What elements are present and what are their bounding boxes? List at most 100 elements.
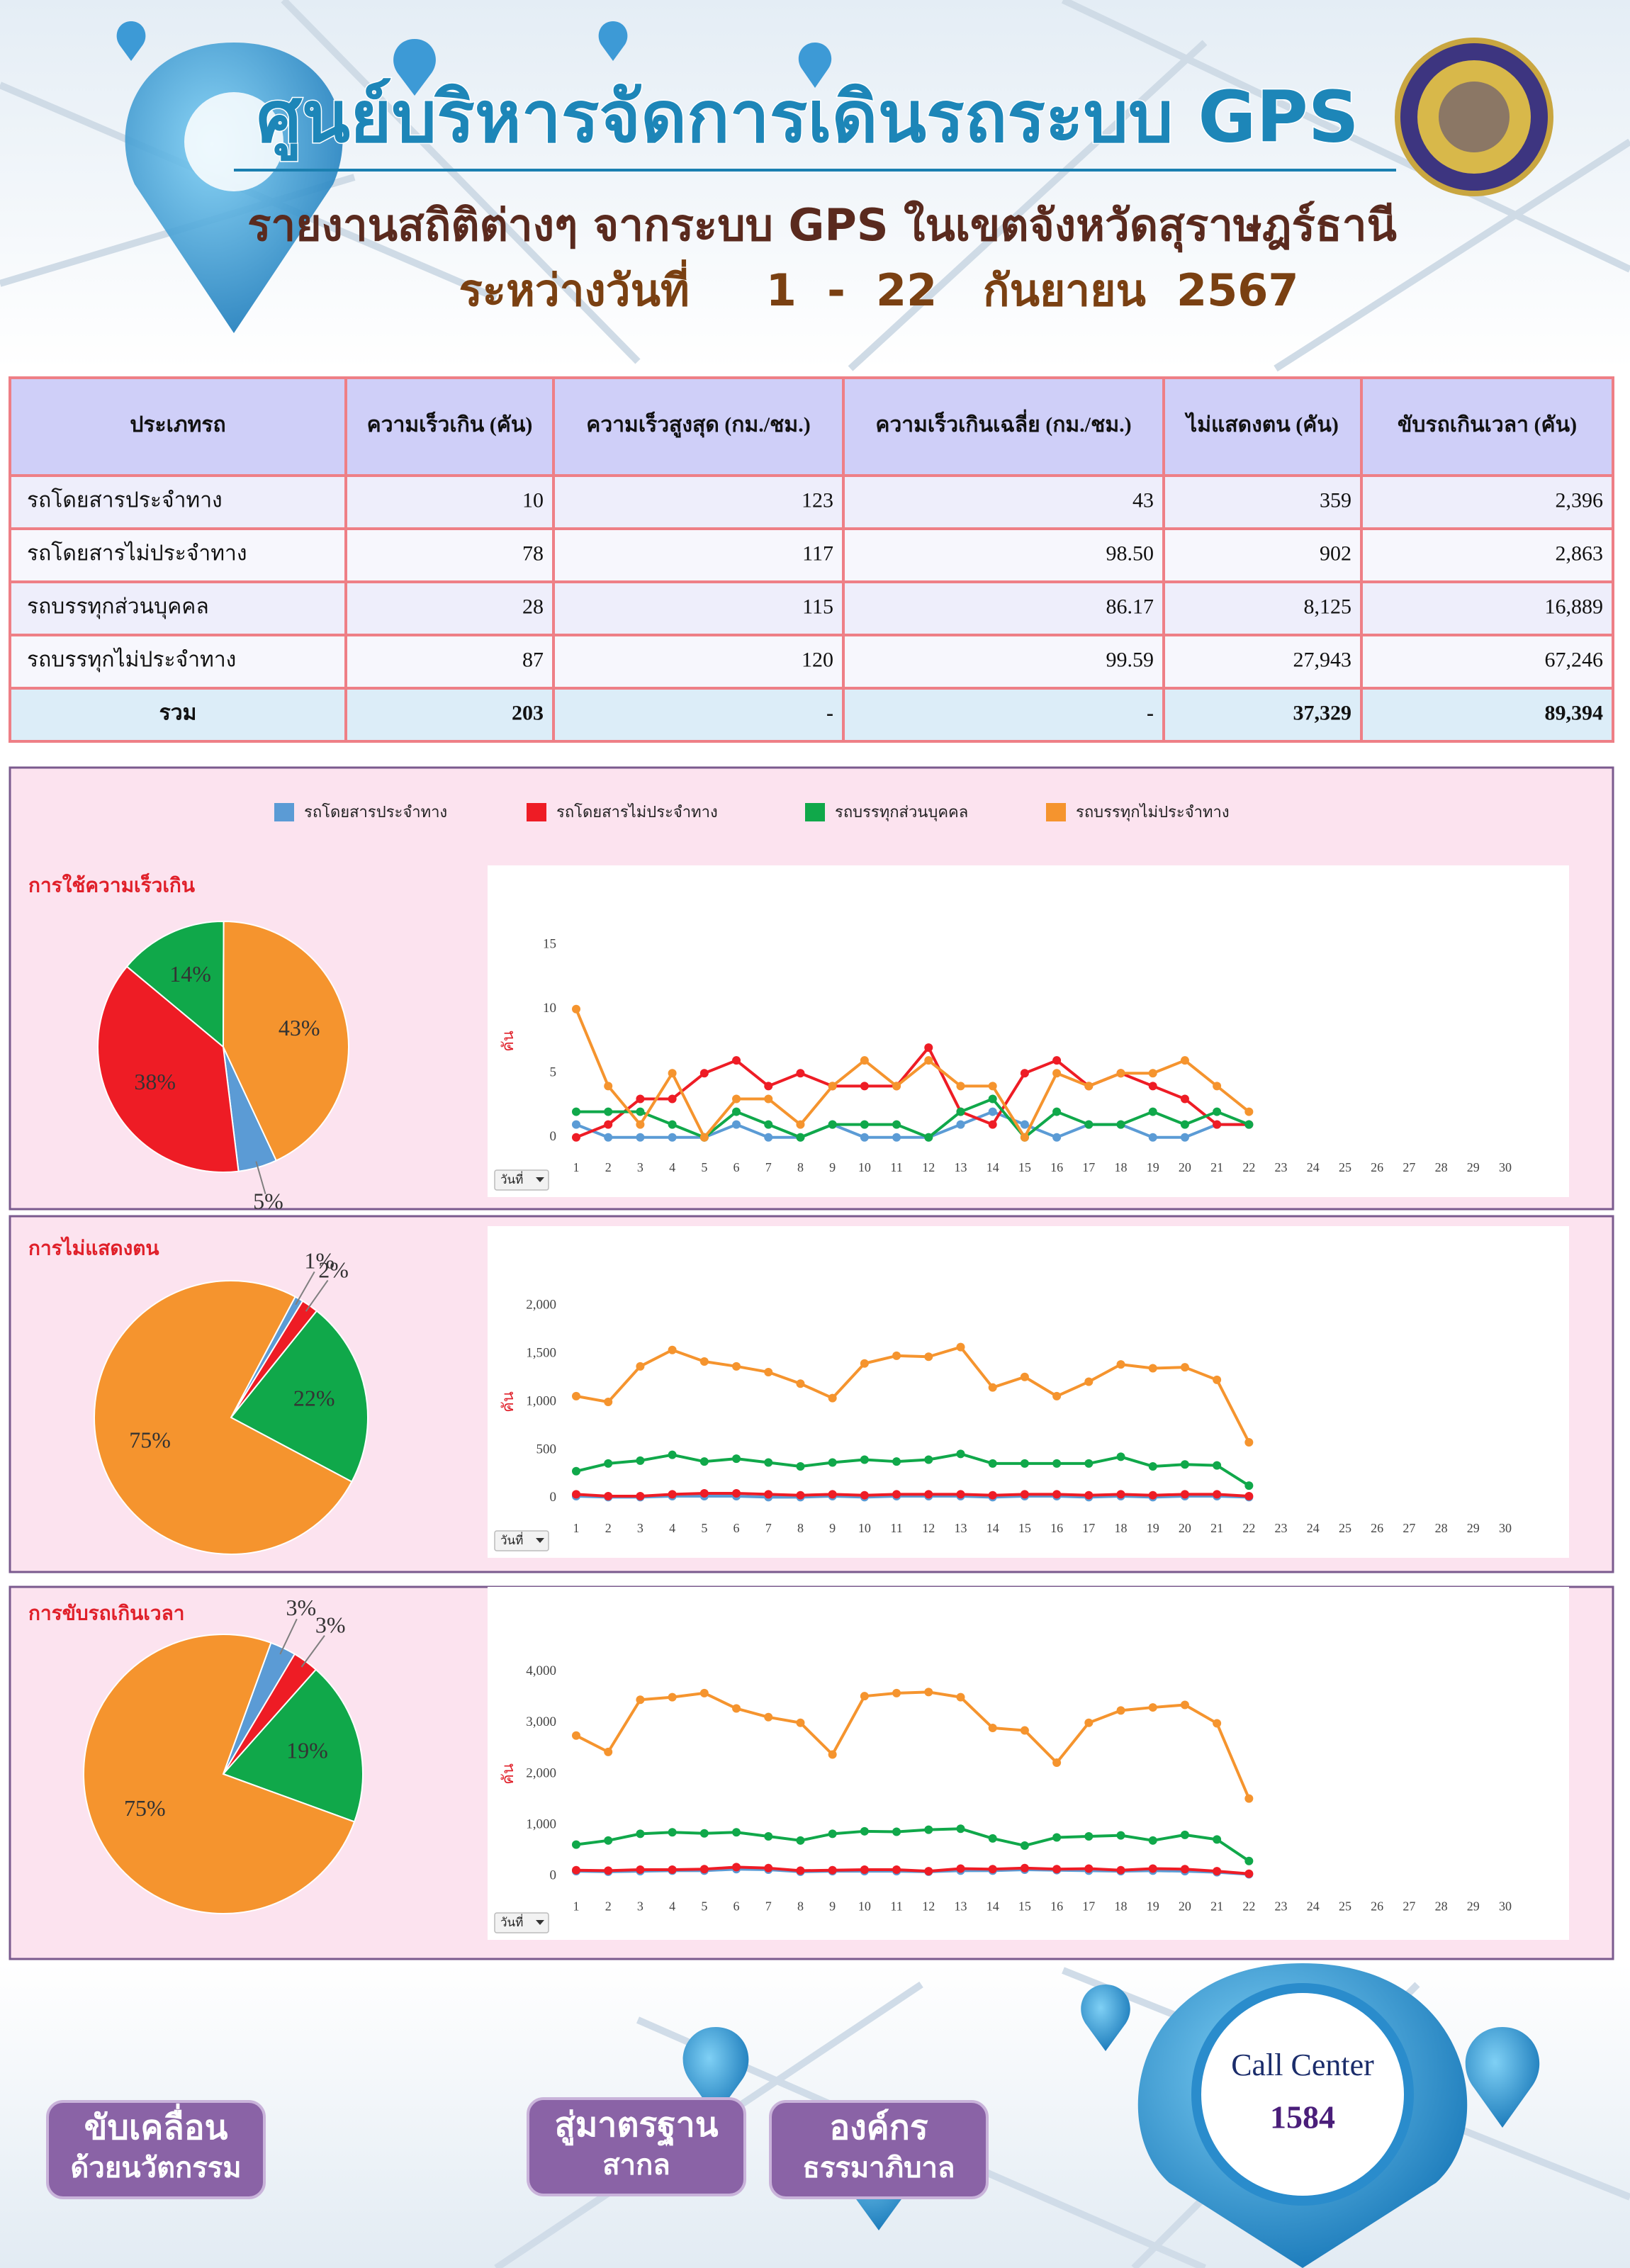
x-tick-label: 21 bbox=[1210, 1521, 1223, 1535]
x-tick-label: 25 bbox=[1339, 1899, 1351, 1913]
point bbox=[892, 1688, 901, 1697]
x-tick-label: 4 bbox=[669, 1521, 675, 1535]
point bbox=[1213, 1719, 1222, 1728]
point bbox=[860, 1692, 869, 1701]
pie-slice bbox=[83, 1634, 356, 1914]
chart-panels: รถโดยสารประจำทาง รถโดยสารไม่ประจำทาง รถบรร… bbox=[9, 766, 1614, 1960]
point bbox=[699, 1688, 709, 1697]
point bbox=[796, 1379, 805, 1388]
y-tick-label: 2,000 bbox=[526, 1298, 556, 1313]
point bbox=[956, 1107, 965, 1116]
cell-value: 2,863 bbox=[1556, 541, 1604, 565]
point bbox=[1148, 1461, 1157, 1471]
x-tick-label: 7 bbox=[765, 1521, 772, 1535]
cell-value: 115 bbox=[802, 595, 833, 618]
point bbox=[892, 1490, 901, 1499]
point bbox=[796, 1491, 805, 1500]
point bbox=[764, 1863, 773, 1873]
x-tick-label: 12 bbox=[922, 1899, 935, 1913]
point bbox=[636, 1120, 645, 1129]
badge bbox=[769, 2100, 989, 2199]
x-tick-label: 2 bbox=[605, 1160, 612, 1174]
table-cell bbox=[9, 580, 347, 636]
x-tick-label: 26 bbox=[1371, 1160, 1383, 1174]
table-cell bbox=[842, 687, 1165, 743]
point bbox=[956, 1864, 965, 1873]
point bbox=[1020, 1372, 1029, 1381]
legend-swatch bbox=[805, 803, 825, 821]
point bbox=[924, 1867, 933, 1876]
column-header: ประเภทรถ bbox=[130, 413, 225, 437]
y-tick-label: 5 bbox=[550, 1065, 557, 1080]
point bbox=[668, 1069, 677, 1078]
point bbox=[892, 1827, 901, 1836]
table-cell bbox=[552, 687, 845, 743]
point bbox=[732, 1863, 741, 1872]
point bbox=[1244, 1492, 1254, 1501]
point bbox=[796, 1120, 805, 1129]
x-tick-label: 16 bbox=[1050, 1899, 1063, 1913]
point bbox=[1180, 1865, 1189, 1874]
point bbox=[828, 1120, 837, 1129]
x-tick-label: 14 bbox=[987, 1160, 999, 1174]
chart-area bbox=[488, 865, 1569, 1197]
pie-slice bbox=[222, 920, 349, 1162]
point bbox=[668, 1120, 677, 1129]
x-tick-label: 22 bbox=[1242, 1899, 1255, 1913]
point bbox=[604, 1747, 613, 1756]
point bbox=[956, 1490, 965, 1499]
x-tick-label: 22 bbox=[1242, 1521, 1255, 1535]
point bbox=[668, 1450, 677, 1459]
series-line bbox=[575, 1345, 1251, 1443]
x-tick-label: 5 bbox=[701, 1160, 707, 1174]
x-tick-label: 24 bbox=[1307, 1521, 1320, 1535]
x-tick-label: 11 bbox=[890, 1899, 902, 1913]
x-tick-label: 7 bbox=[765, 1899, 772, 1913]
leader-line bbox=[300, 1635, 325, 1668]
filter-arrow bbox=[536, 1920, 544, 1925]
x-tick-label: 27 bbox=[1403, 1521, 1415, 1535]
point bbox=[604, 1492, 613, 1501]
cell-value: 67,246 bbox=[1545, 648, 1604, 671]
point bbox=[860, 1056, 869, 1065]
point bbox=[924, 1455, 933, 1464]
x-tick-label: 27 bbox=[1403, 1160, 1415, 1174]
series-line bbox=[576, 1097, 1250, 1139]
y-axis-title: คัน bbox=[500, 1391, 517, 1413]
point bbox=[1052, 1056, 1062, 1065]
point bbox=[732, 1828, 741, 1837]
point bbox=[796, 1866, 805, 1875]
point bbox=[956, 1342, 965, 1352]
pie-slice bbox=[125, 920, 225, 1049]
table-cell bbox=[552, 474, 845, 530]
point bbox=[924, 1043, 933, 1052]
cell-value: 8,125 bbox=[1304, 595, 1352, 618]
point bbox=[1052, 1459, 1062, 1468]
legend-label: รถโดยสารไม่ประจำทาง bbox=[556, 803, 718, 821]
point bbox=[1213, 1375, 1222, 1384]
point bbox=[796, 1718, 805, 1727]
point bbox=[892, 1082, 901, 1091]
x-tick-label: 1 bbox=[573, 1521, 580, 1535]
row-label: รถโดยสารไม่ประจำทาง bbox=[27, 540, 247, 565]
header-pins bbox=[116, 21, 832, 333]
x-tick-label: 21 bbox=[1210, 1899, 1223, 1913]
pie-label: 19% bbox=[286, 1737, 328, 1763]
series-line bbox=[575, 1690, 1251, 1800]
point bbox=[796, 1836, 805, 1845]
x-tick-label: 1 bbox=[573, 1160, 580, 1174]
point bbox=[1084, 1120, 1094, 1129]
point bbox=[796, 1133, 805, 1142]
point bbox=[732, 1704, 741, 1713]
header-cell bbox=[344, 376, 555, 477]
point bbox=[1244, 1869, 1254, 1878]
legend-swatch bbox=[527, 803, 546, 821]
x-tick-label: 29 bbox=[1467, 1521, 1480, 1535]
point bbox=[732, 1488, 741, 1498]
point bbox=[764, 1712, 773, 1722]
x-tick-label: 8 bbox=[797, 1899, 804, 1913]
pie-label: 5% bbox=[253, 1189, 283, 1214]
x-tick-label: 20 bbox=[1179, 1521, 1191, 1535]
point bbox=[1084, 1864, 1094, 1873]
column-header: ความเร็วเกิน (คัน) bbox=[367, 411, 533, 437]
